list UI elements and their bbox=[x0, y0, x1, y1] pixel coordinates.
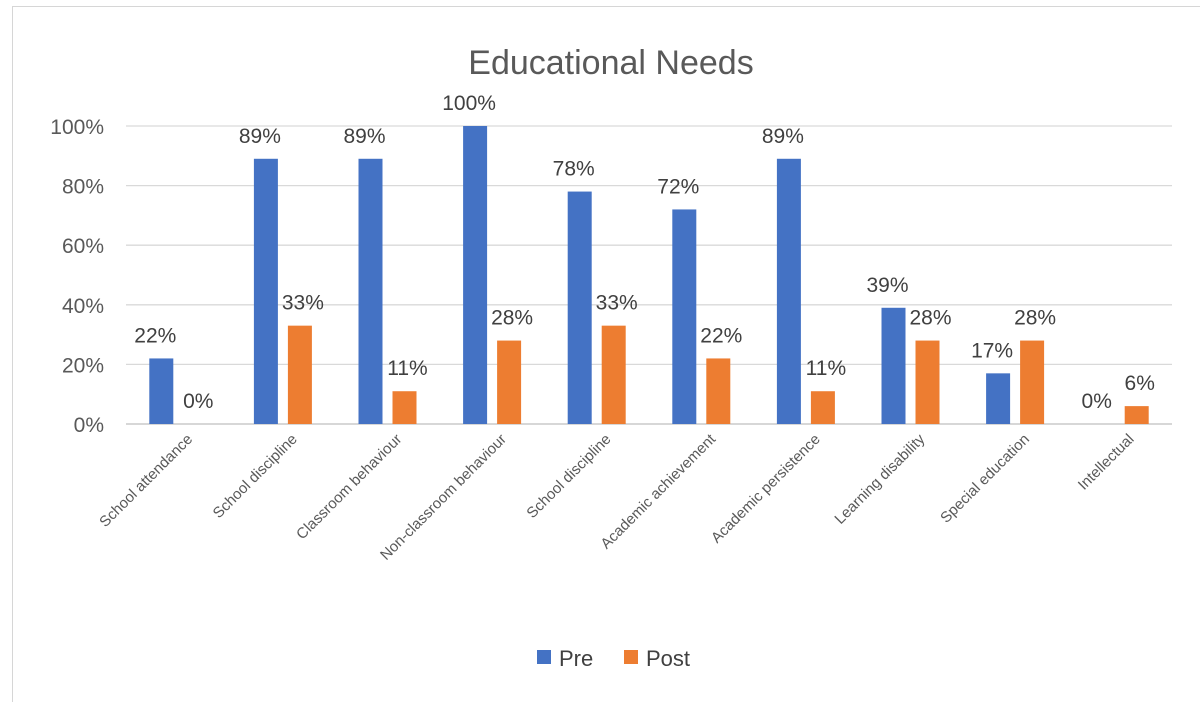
data-label-post: 28% bbox=[491, 307, 533, 330]
data-label-post: 28% bbox=[1014, 307, 1056, 330]
data-label-pre: 17% bbox=[971, 339, 1013, 362]
legend-label-post: Post bbox=[646, 646, 690, 671]
bar-pre bbox=[358, 158, 383, 424]
x-category-label: Academic achievement bbox=[597, 430, 719, 552]
x-category-label: Academic persistence bbox=[708, 431, 824, 547]
data-label-post: 6% bbox=[1125, 372, 1155, 395]
chart-title: Educational Needs bbox=[468, 44, 753, 82]
bar-pre bbox=[776, 158, 801, 424]
bar-post bbox=[1124, 406, 1149, 424]
data-label-post: 22% bbox=[700, 324, 742, 347]
x-category-label: Intellectual bbox=[1075, 431, 1138, 494]
bar-pre bbox=[672, 209, 697, 424]
legend-swatch-post bbox=[624, 650, 638, 664]
y-tick-label: 100% bbox=[50, 116, 104, 139]
data-labels: 22% 89% 89% 100% 78% 72% 89% 39% 17% 0% 0% 33% 11% 28… bbox=[134, 92, 1155, 413]
data-label-pre: 89% bbox=[239, 125, 281, 148]
bar-post bbox=[287, 325, 312, 424]
bars bbox=[149, 126, 1149, 424]
bar-post bbox=[1020, 340, 1045, 424]
data-label-post: 33% bbox=[596, 292, 638, 315]
chart-frame bbox=[12, 6, 1200, 702]
data-label-post: 33% bbox=[282, 292, 324, 315]
y-tick-label: 20% bbox=[62, 354, 104, 377]
x-axis-categories: School attendance School disciplineClassr… bbox=[96, 430, 1137, 563]
legend-label-pre: Pre bbox=[559, 646, 593, 671]
bar-post bbox=[392, 391, 417, 424]
gridlines bbox=[126, 125, 1172, 425]
x-category-label: School discipline bbox=[523, 431, 614, 522]
bar-pre bbox=[881, 307, 906, 424]
x-category-label: Learning disability bbox=[831, 430, 928, 527]
bar-pre bbox=[253, 158, 278, 424]
data-label-post: 11% bbox=[806, 357, 846, 380]
data-label-pre: 89% bbox=[343, 125, 385, 148]
x-category-label: Special education bbox=[937, 431, 1033, 527]
bar-pre bbox=[463, 126, 488, 424]
bar-post bbox=[706, 358, 731, 424]
legend-swatch-pre bbox=[537, 650, 551, 664]
data-label-pre: 22% bbox=[134, 324, 176, 347]
x-category-label: School attendance bbox=[96, 431, 196, 531]
bar-post bbox=[601, 325, 626, 424]
bar-pre bbox=[986, 373, 1011, 424]
y-tick-label: 60% bbox=[62, 235, 104, 258]
y-tick-label: 40% bbox=[62, 295, 104, 318]
data-label-pre: 78% bbox=[553, 158, 595, 181]
y-tick-label: 0% bbox=[74, 414, 104, 437]
data-label-pre: 89% bbox=[762, 125, 804, 148]
data-label-pre: 100% bbox=[442, 92, 496, 115]
bar-pre bbox=[567, 191, 592, 424]
data-label-post: 11% bbox=[387, 357, 427, 380]
y-axis-ticks: 0% 20% 40% 60% 80% 100% bbox=[50, 116, 104, 437]
bar-post bbox=[810, 391, 835, 424]
legend: Pre Post bbox=[537, 646, 690, 671]
bar-post bbox=[497, 340, 522, 424]
y-tick-label: 80% bbox=[62, 176, 104, 199]
data-label-post: 28% bbox=[909, 307, 951, 330]
x-category-label: Classroom behaviour bbox=[293, 431, 405, 543]
bar-pre bbox=[149, 358, 174, 424]
data-label-pre: 72% bbox=[657, 175, 699, 198]
data-label-pre: 0% bbox=[1082, 390, 1112, 413]
data-label-pre: 39% bbox=[866, 274, 908, 297]
bar-post bbox=[915, 340, 940, 424]
x-category-label: School discipline bbox=[210, 431, 301, 522]
data-label-post: 0% bbox=[183, 390, 213, 413]
